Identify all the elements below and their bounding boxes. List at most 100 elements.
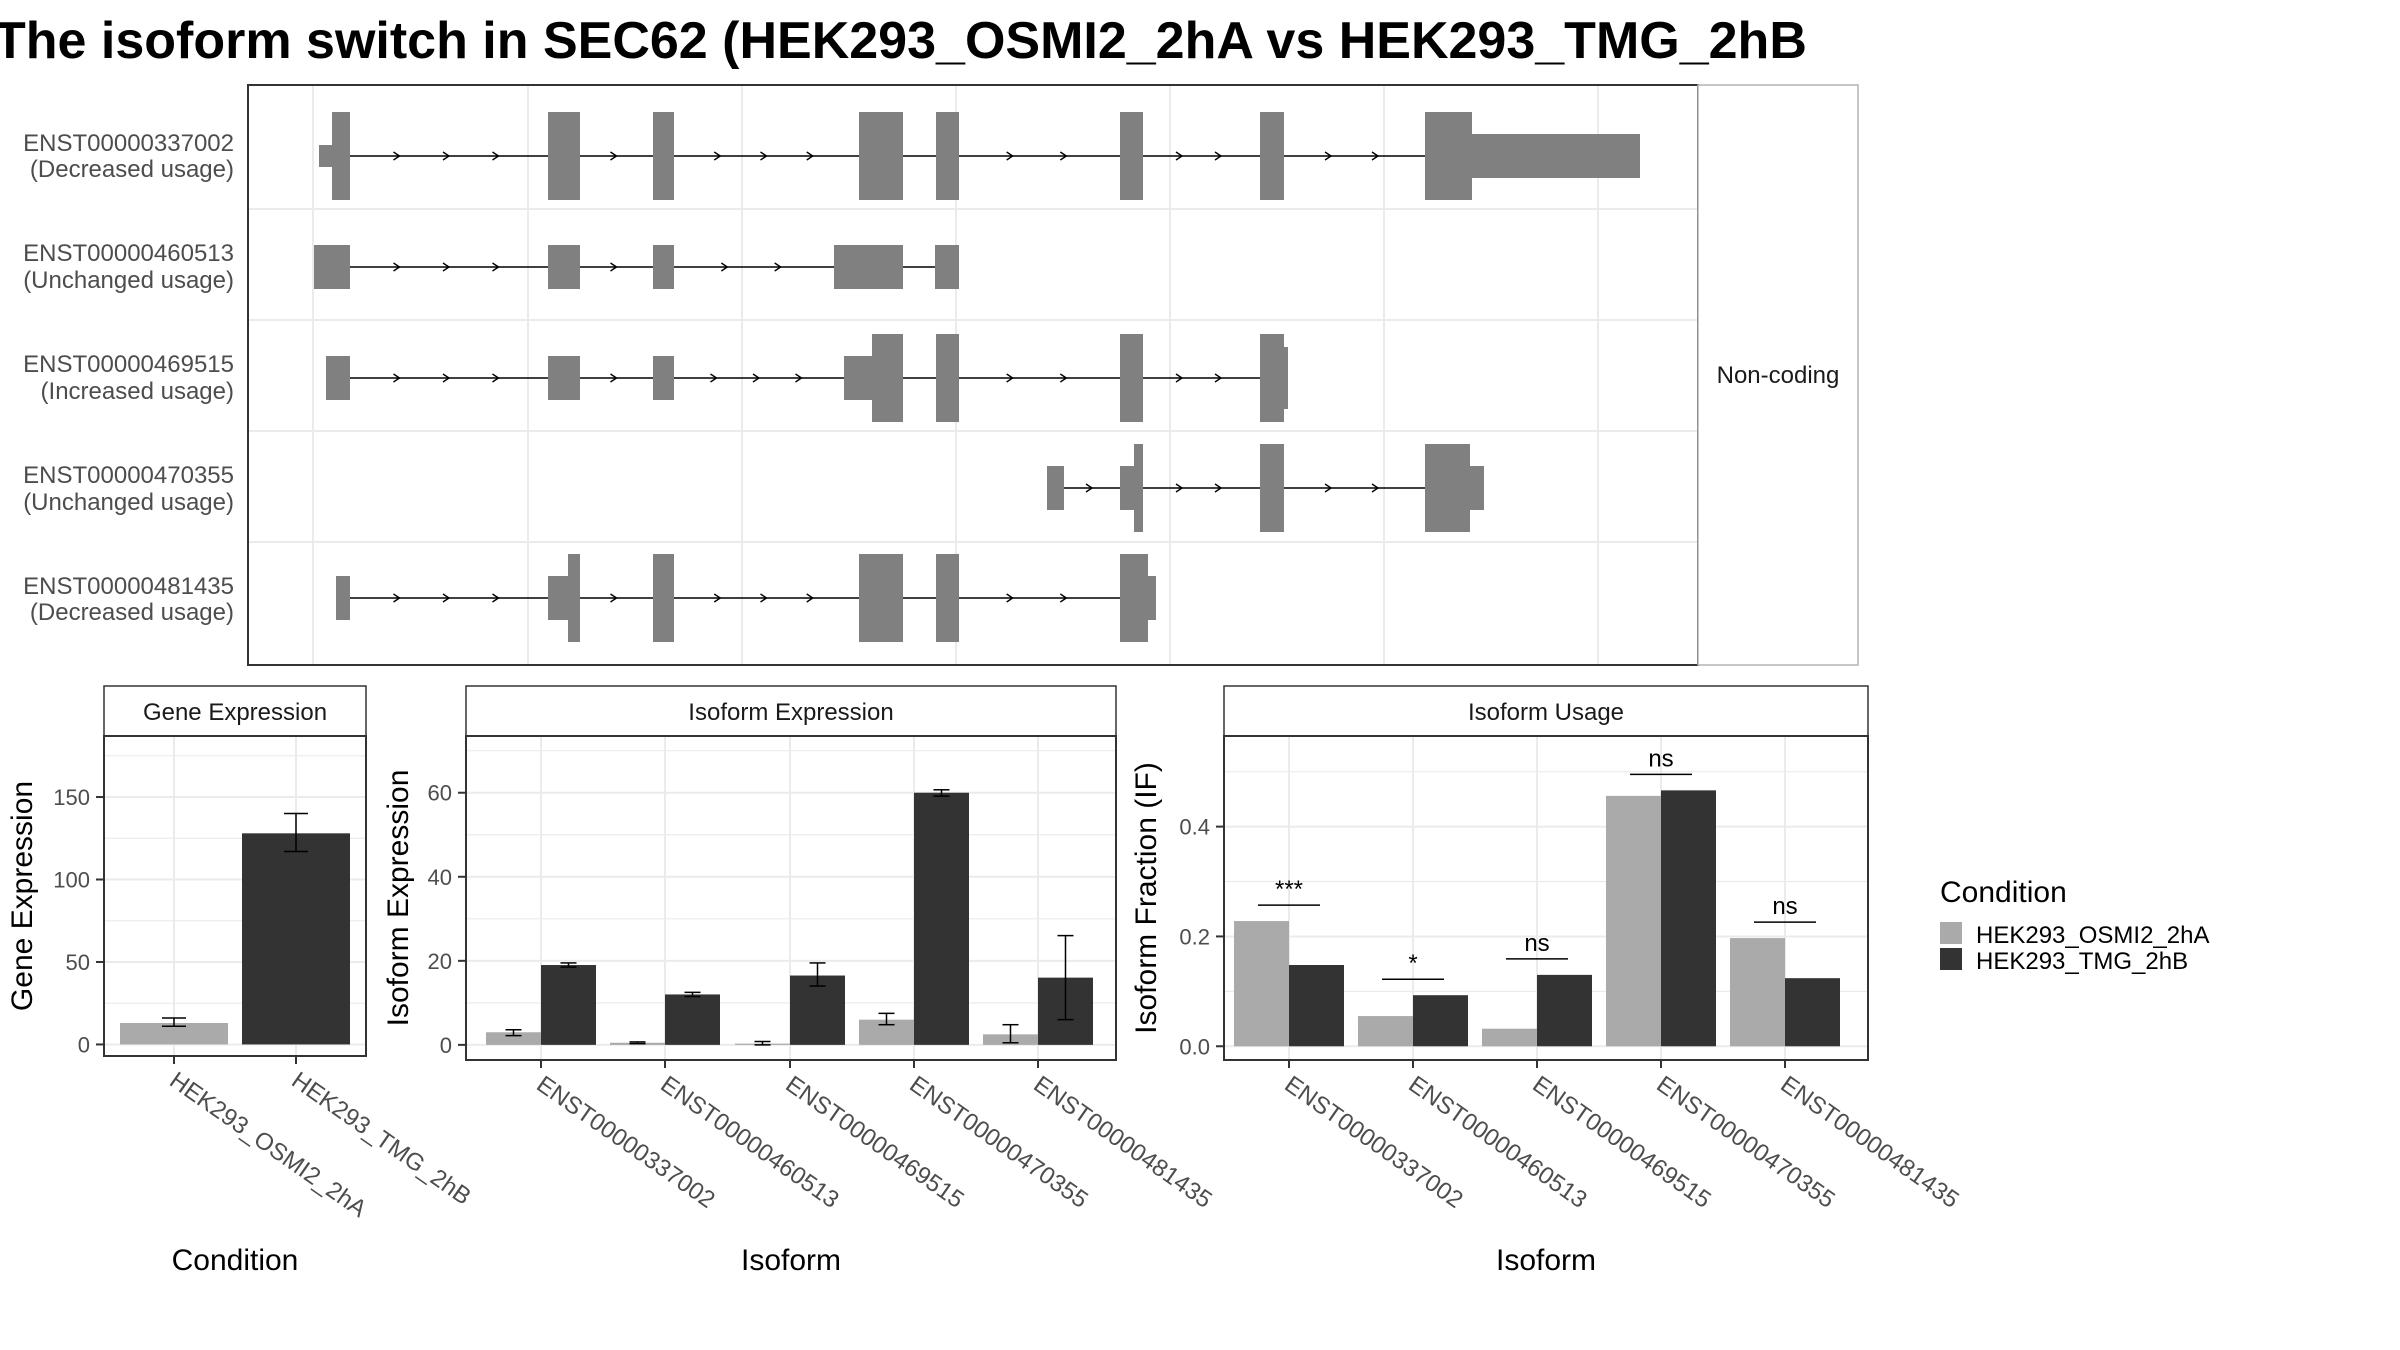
y-tick-label: 0.4 [1179,815,1210,840]
intron-arrow [760,151,768,161]
intron-arrow [1175,483,1184,493]
significance-annotation: ns [1630,745,1692,776]
legend-label-osmi2: HEK293_OSMI2_2hA [1976,922,2209,949]
gene-y-ticks: 0 50 100 150 [53,785,104,1057]
error-bar [684,991,701,998]
isoform-id-label: ENST00000337002 [23,130,234,157]
intron-arrow [492,373,500,383]
significance-annotation: *** [1258,876,1320,906]
isoform-track [314,245,959,289]
exon-block [1470,134,1640,178]
intron-arrow [1214,373,1223,383]
isoexp-bar [665,994,720,1045]
usage-bar [1358,1016,1413,1047]
exon-block [653,112,674,200]
exon-block [1468,466,1484,510]
legend: Condition HEK293_OSMI2_2hA HEK293_TMG_2h… [1940,876,2209,975]
isoform-usage-label: (Decreased usage) [30,156,234,183]
significance-label: * [1408,950,1417,977]
intron-arrow [720,262,729,272]
exon-block [548,245,580,289]
isoform-track [1047,444,1484,532]
facet-strip [1697,84,1859,666]
exon-block [1425,112,1472,200]
intron-arrow [1214,151,1223,161]
usage-bar [1785,978,1840,1047]
exon-block [834,245,903,289]
exon-block [872,334,903,422]
exon-block [1425,444,1470,532]
usage-panel-title: Isoform Usage [1468,699,1624,726]
intron-arrow [442,151,451,161]
intron-arrow [492,151,500,161]
isoform-structures [314,112,1640,642]
error-bar [933,789,950,797]
intron-arrow [806,593,815,603]
isoform-track [326,334,1288,422]
legend-key-osmi2 [1940,922,1962,944]
isoexp-bars [486,789,1093,1046]
error-bar [629,1041,646,1045]
error-bar [284,812,308,853]
exon-block [1260,444,1284,532]
intron-arrow [774,262,782,272]
intron-arrow [1371,483,1380,493]
y-tick-label: 0 [78,1032,90,1057]
exon-block [653,356,674,400]
error-bar [809,962,826,987]
significance-annotation: ns [1754,893,1816,923]
gene-strip [103,685,367,737]
exon-block [1260,112,1284,200]
intron-arrow [760,593,768,603]
y-tick-label: 150 [53,785,90,810]
y-tick-label: 0.2 [1179,924,1210,949]
x-tick-label: HEK293_OSMI2_2hA [165,1067,372,1223]
exon-block [568,554,580,642]
isoform-usage-label: (Unchanged usage) [23,489,234,516]
intron-arrow [806,151,815,161]
intron-arrow [1324,151,1333,161]
usage-bar [1482,1028,1537,1047]
isoexp-bar [914,792,969,1045]
intron-arrow [492,262,500,272]
gene-bar [120,1023,228,1045]
gene-x-axis-title: Condition [172,1244,299,1277]
usage-y-axis-title: Isoform Fraction (IF) [1130,762,1163,1034]
intron-arrow [393,262,401,272]
intron-arrow [610,593,618,603]
usage-bar [1730,938,1785,1047]
exon-block [936,112,959,200]
error-bar [162,1017,186,1028]
error-bar [1057,934,1074,1021]
exon-block [1120,112,1143,200]
intron-arrow [1371,151,1380,161]
intron-arrow [393,151,401,161]
significance-label: ns [1524,930,1549,957]
exon-block [548,356,580,400]
error-bar [505,1028,522,1037]
y-tick-label: 20 [428,949,452,974]
exon-block [326,356,350,400]
usage-bar [1289,964,1344,1047]
isoform-expression-panel: Isoform Expression 0 20 40 60 ENST000003370… [382,685,1217,1277]
exon-block [1146,576,1156,620]
significance-annotation: ns [1506,930,1568,960]
legend-label-tmg: HEK293_TMG_2hB [1976,948,2188,975]
error-bar [1002,1023,1019,1044]
usage-bar [1661,790,1716,1047]
usage-bar [1413,995,1468,1047]
error-bar [560,962,577,968]
usage-y-ticks: 0.0 0.2 0.4 [1179,815,1224,1059]
intron-arrow [1006,373,1014,383]
intron-arrow [442,593,451,603]
intron-arrow [442,262,451,272]
y-tick-label: 0 [440,1033,452,1058]
significance-label: ns [1648,745,1673,772]
isoform-track [319,112,1640,200]
intron-arrow [1006,151,1014,161]
isoexp-bar [790,975,845,1045]
intron-arrow [1214,483,1223,493]
gene-bars [120,812,350,1045]
